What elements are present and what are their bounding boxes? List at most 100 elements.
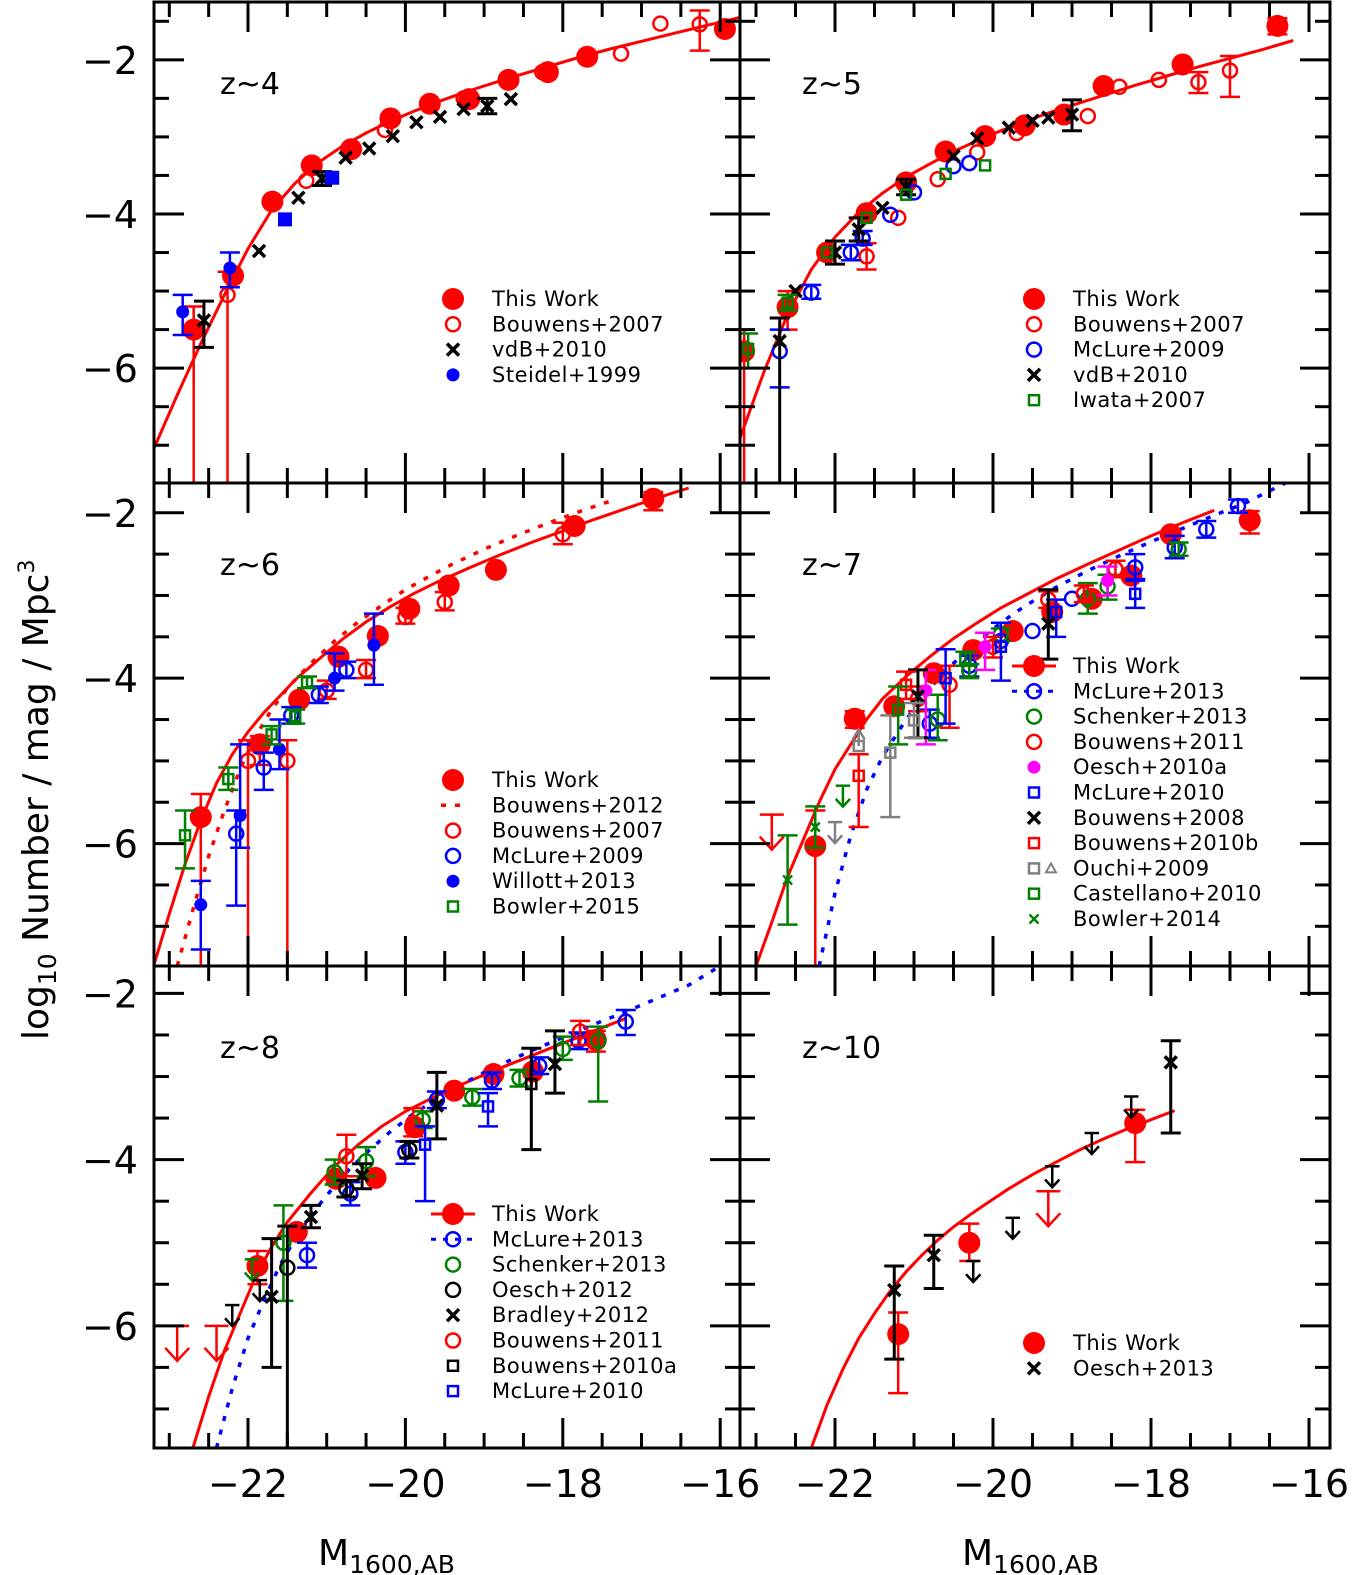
data-point	[418, 92, 441, 115]
data-point	[1001, 120, 1017, 135]
cross-stroke	[809, 821, 821, 833]
legend-item: vdB+2010	[445, 338, 607, 362]
legend-label: McLure+2009	[1073, 338, 1225, 362]
error-bar	[277, 738, 298, 966]
upper-limit-arrow	[834, 784, 852, 809]
upper-limit-arrow	[203, 1324, 230, 1363]
data-point	[223, 261, 237, 275]
legend-label: Ouchi+2009	[1073, 856, 1210, 880]
panel-z-4: −2 −4 −6 z~4 This WorkBouwens+2007vdB+2010St…	[82, 0, 742, 485]
data-point	[272, 742, 286, 756]
cross-stroke	[385, 128, 401, 144]
legend-marker	[1027, 393, 1041, 407]
cross-stroke	[1163, 1055, 1178, 1070]
data-point	[264, 1289, 279, 1304]
data-point	[1024, 622, 1041, 640]
data-point	[1041, 110, 1056, 125]
series-bowler-2014	[777, 784, 852, 926]
dotted-fit-curve	[175, 499, 611, 966]
legend-marker	[1025, 708, 1043, 725]
series-bowler-2015	[175, 675, 318, 870]
data-point	[338, 150, 353, 165]
legend-marker	[442, 769, 464, 791]
data-point	[820, 246, 834, 259]
data-point	[1053, 103, 1076, 126]
panel-z-6: −2 −4 −6 z~6 This WorkBouwens+2012Bouwens+20…	[82, 481, 742, 968]
data-point	[1008, 124, 1025, 142]
data-point	[922, 662, 945, 685]
legend-label: McLure+2010	[1073, 781, 1225, 805]
legend-item: McLure+2009	[444, 844, 643, 868]
legend-label: McLure+2010	[492, 1379, 644, 1403]
panel-label: z~7	[802, 548, 862, 583]
upper-limit-arrow	[1004, 1216, 1021, 1241]
error-bar	[478, 1091, 499, 1128]
series-bouwens-2007	[238, 521, 573, 966]
data-point	[961, 154, 978, 172]
error-bar	[1160, 1039, 1181, 1135]
data-point	[842, 244, 860, 261]
data-point	[994, 640, 1008, 654]
legend-item: Bouwens+2007	[444, 819, 664, 843]
data-point	[860, 211, 873, 225]
upper-limit-head	[1004, 1230, 1021, 1241]
data-point	[891, 703, 905, 716]
legend-item: Iwata+2007	[1027, 388, 1206, 412]
data-point	[852, 739, 865, 753]
data-point	[969, 131, 985, 146]
data-point	[978, 159, 992, 172]
legend-label: Bouwens+2007	[492, 819, 664, 843]
upper-limit-head	[243, 1271, 261, 1283]
data-point	[571, 1023, 589, 1040]
legend-item: Steidel+1999	[446, 363, 641, 387]
cross-stroke	[1064, 107, 1080, 122]
data-point	[338, 1148, 355, 1165]
data-point	[534, 63, 551, 81]
error-bar	[1073, 584, 1094, 604]
data-point	[782, 874, 793, 886]
data-point	[303, 1209, 319, 1225]
ticks	[740, 483, 1330, 966]
error-bar	[277, 1224, 298, 1448]
data-point	[1111, 78, 1128, 96]
legend-marker	[1027, 836, 1041, 850]
data-point	[503, 91, 519, 107]
legend-item: This Work	[1023, 1331, 1180, 1355]
series-this-work	[189, 487, 665, 966]
error-bar	[193, 299, 214, 349]
data-point	[222, 772, 235, 786]
data-point	[1190, 73, 1207, 91]
legend-label: Schenker+2013	[1073, 705, 1248, 729]
y-tick-label: −6	[82, 347, 138, 391]
data-point	[1170, 540, 1187, 558]
data-point	[887, 1282, 902, 1298]
data-point	[255, 759, 272, 776]
legend-marker	[1023, 1332, 1045, 1354]
legend-marker	[1026, 367, 1042, 383]
legend-item: This Work	[1023, 287, 1180, 311]
legend-label: Bouwens+2007	[1073, 312, 1245, 336]
data-point	[945, 157, 962, 175]
upper-limit-arrow	[243, 1258, 261, 1283]
legend-label: Bouwens+2011	[492, 1329, 664, 1353]
legend: This WorkBouwens+2007McLure+2009vdB+2010…	[1023, 287, 1245, 412]
series-bouwens-2007	[856, 54, 1240, 271]
legend-marker	[1026, 1361, 1042, 1376]
data-point	[1092, 75, 1115, 98]
legend-item: Oesch+2010a	[1027, 755, 1227, 779]
data-point	[1064, 107, 1080, 122]
legend-item: Bowler+2014	[1028, 907, 1221, 931]
legend-item: This Work	[442, 287, 599, 311]
legend-marker	[444, 822, 462, 839]
legend-label: McLure+2013	[1073, 679, 1225, 703]
legend-item: This Work	[1012, 654, 1180, 678]
x-tick-label: −22	[208, 1462, 288, 1506]
data-point	[480, 98, 495, 114]
x-tick-label: −20	[953, 1462, 1033, 1506]
cross-stroke	[887, 1282, 902, 1298]
cross-stroke	[445, 342, 461, 357]
data-point	[1079, 107, 1097, 125]
